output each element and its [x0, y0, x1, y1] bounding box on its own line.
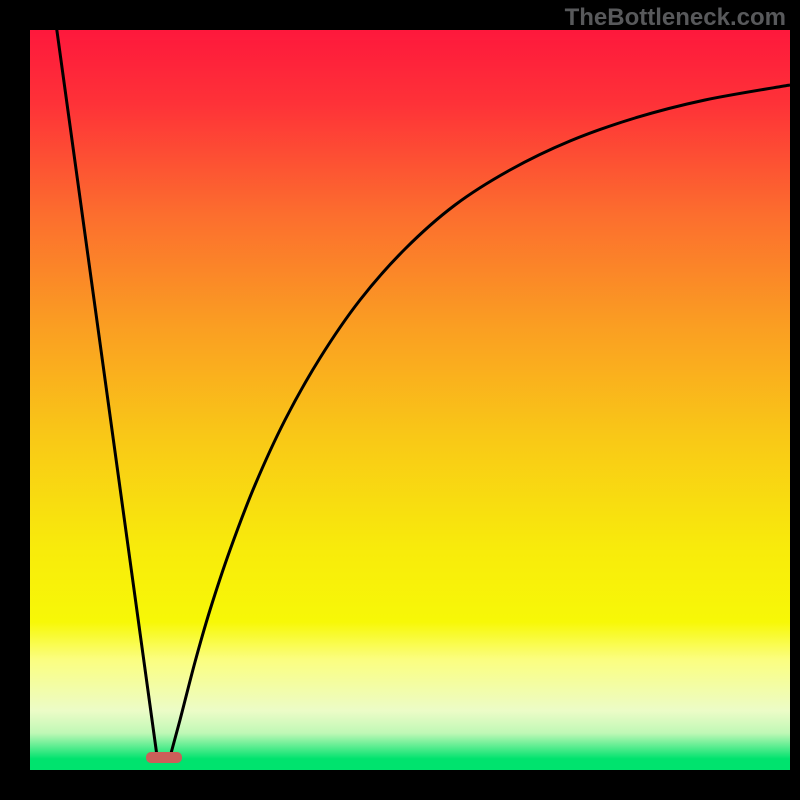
vertex-marker [146, 752, 182, 763]
watermark-text: TheBottleneck.com [565, 4, 786, 32]
outer-frame: TheBottleneck.com [0, 0, 800, 800]
plot-area [30, 30, 790, 770]
plot-svg [30, 30, 790, 770]
